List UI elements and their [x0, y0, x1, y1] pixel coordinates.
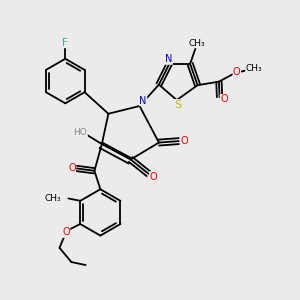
Text: O: O [62, 227, 70, 237]
Text: O: O [68, 164, 76, 173]
Text: CH₃: CH₃ [45, 194, 62, 203]
Text: O: O [233, 67, 241, 77]
Text: CH₃: CH₃ [188, 39, 205, 48]
Text: O: O [149, 172, 157, 182]
Text: N: N [165, 54, 172, 64]
Text: O: O [180, 136, 188, 146]
Text: HO: HO [74, 128, 87, 137]
Text: F: F [62, 38, 68, 48]
Text: CH₃: CH₃ [246, 64, 262, 73]
Text: N: N [140, 96, 147, 106]
Text: S: S [174, 100, 181, 110]
Text: O: O [220, 94, 228, 104]
